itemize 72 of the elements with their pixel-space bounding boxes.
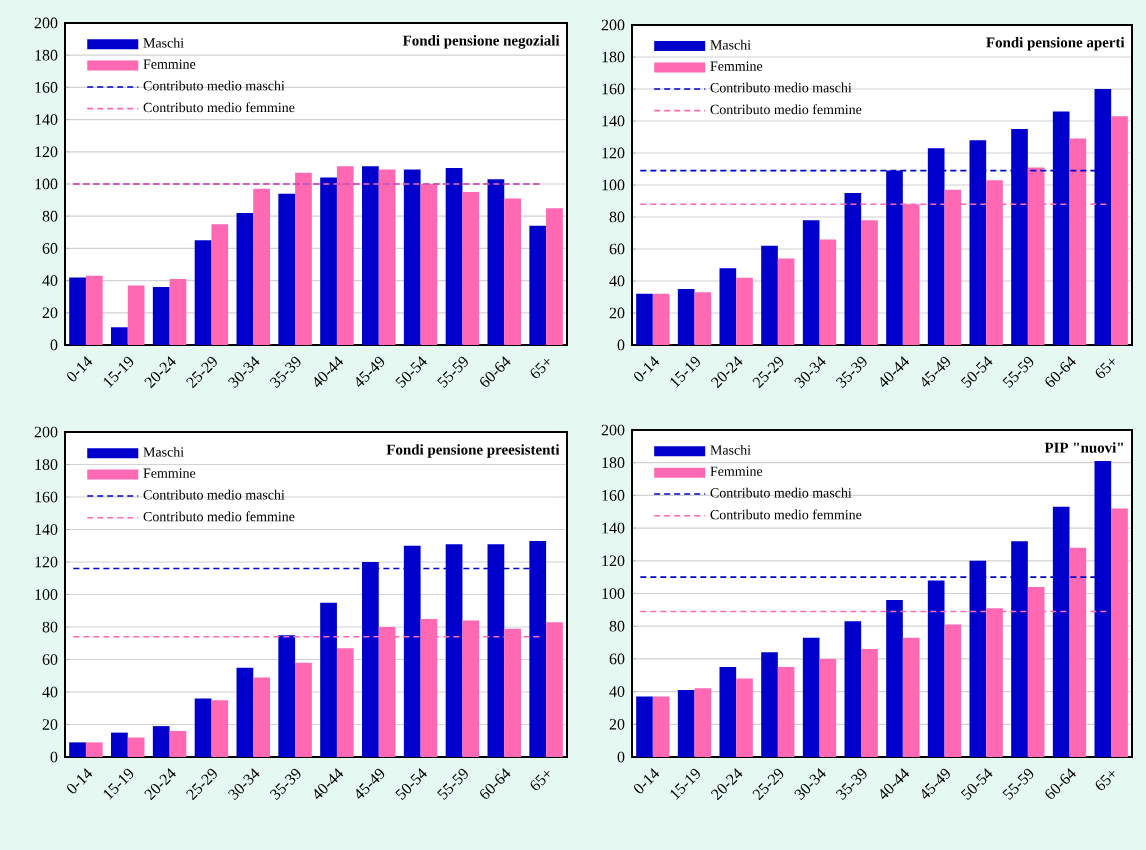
- y-tick-label: 140: [602, 115, 625, 127]
- legend-label: Contributo medio femmine: [143, 102, 295, 113]
- legend-label: Contributo medio maschi: [143, 489, 285, 500]
- legend-label: Maschi: [143, 446, 184, 457]
- y-tick-label: 80: [42, 621, 58, 633]
- y-tick-label: 20: [42, 719, 58, 730]
- y-tick-label: 20: [609, 307, 625, 319]
- y-tick-label: 100: [35, 589, 58, 600]
- y-tick-label: 140: [602, 522, 625, 534]
- y-tick-label: 60: [609, 653, 625, 665]
- y-tick-label: 140: [35, 524, 58, 535]
- legend-label: Femmine: [143, 59, 196, 69]
- y-tick-label: 100: [602, 588, 625, 599]
- y-tick-label: 40: [609, 275, 625, 287]
- y-tick-label: 20: [42, 307, 58, 319]
- legend-label: Maschi: [143, 37, 184, 48]
- y-tick-label: 140: [35, 114, 58, 125]
- y-tick-label: 0: [617, 751, 625, 763]
- y-tick-label: 20: [609, 718, 625, 730]
- y-tick-label: 100: [35, 178, 58, 190]
- y-tick-label: 180: [35, 49, 58, 61]
- legend-label: Femmine: [143, 468, 196, 478]
- y-tick-label: 40: [609, 686, 625, 697]
- x-tick-label: 65+: [1095, 770, 1115, 791]
- y-tick-label: 0: [50, 751, 58, 763]
- y-tick-label: 80: [609, 211, 625, 223]
- x-tick-label: 65+: [1095, 358, 1115, 379]
- y-tick-label: 200: [34, 17, 58, 29]
- y-tick-label: 80: [42, 210, 58, 222]
- x-tick-label: 0-14: [67, 356, 93, 382]
- y-tick-label: 80: [609, 620, 625, 632]
- x-tick-label: 0-14: [634, 356, 660, 382]
- y-tick-label: 200: [601, 424, 625, 436]
- y-tick-label: 160: [602, 490, 625, 501]
- y-tick-label: 0: [50, 339, 58, 351]
- y-tick-label: 60: [609, 243, 625, 255]
- text: Fondi pensione aperti: [986, 36, 1125, 51]
- legend-label: Contributo medio femmine: [710, 509, 862, 520]
- x-tick-label: 65+: [530, 770, 550, 791]
- legend-label: Contributo medio femmine: [143, 511, 295, 522]
- y-tick-label: 120: [602, 555, 625, 567]
- y-tick-label: 60: [42, 243, 58, 254]
- x-tick-label: 0-14: [67, 768, 93, 794]
- x-tick-label: 0-14: [634, 768, 660, 794]
- y-tick-label: 40: [42, 275, 58, 286]
- y-tick-label: 120: [35, 556, 58, 568]
- legend-label: Maschi: [710, 39, 751, 50]
- x-tick-label: 65+: [530, 358, 550, 379]
- y-tick-label: 160: [35, 82, 58, 93]
- text: PIP "nuovi": [1044, 442, 1123, 453]
- y-tick-label: 40: [42, 686, 58, 698]
- legend-label: Contributo medio maschi: [143, 80, 285, 91]
- legend-label: Maschi: [710, 444, 751, 455]
- y-tick-label: 100: [602, 179, 625, 191]
- y-tick-label: 120: [35, 146, 58, 158]
- legend-label: Contributo medio maschi: [710, 82, 852, 93]
- legend-label: Femmine: [710, 61, 763, 71]
- y-tick-label: 60: [42, 654, 58, 665]
- legend-label: Femmine: [710, 466, 763, 476]
- legend-label: Contributo medio maschi: [710, 487, 852, 498]
- y-tick-label: 0: [617, 339, 625, 351]
- text: Fondi pensione negoziali: [402, 35, 560, 49]
- y-tick-label: 180: [602, 51, 625, 63]
- y-tick-label: 180: [602, 457, 625, 469]
- legend-label: Contributo medio femmine: [710, 104, 862, 115]
- y-tick-label: 200: [601, 19, 625, 31]
- y-tick-label: 120: [602, 147, 625, 159]
- y-tick-label: 200: [34, 426, 58, 438]
- y-tick-label: 180: [35, 459, 58, 470]
- y-tick-label: 160: [35, 491, 58, 503]
- text: Fondi pensione preesistenti: [386, 444, 560, 458]
- y-tick-label: 160: [602, 83, 625, 95]
